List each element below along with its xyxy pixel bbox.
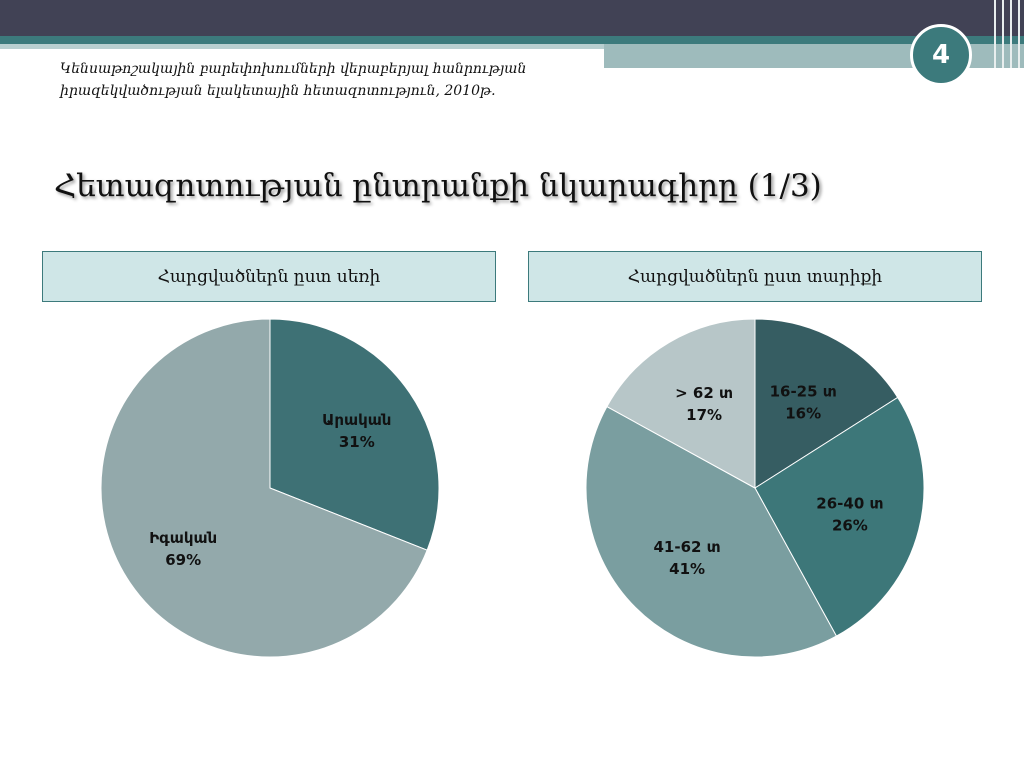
- gender-pie-chart: Արական 31% Իգական 69%: [100, 318, 440, 658]
- age-slice-label-2: 41-62 տ: [653, 538, 720, 556]
- age-slice-2: [585, 405, 838, 658]
- page-number: 4: [931, 40, 951, 70]
- age-pie-chart: 16-25 տ 16% 26-40 տ 26% 41-62 տ 41% > 62 տ 17%: [585, 318, 925, 658]
- age-slice-label-1: 26-40 տ: [816, 494, 883, 512]
- slide-title: Հետազոտության ընտրանքի նկարագիրը (1/3): [54, 168, 822, 204]
- age-slice-value-1: 26%: [832, 516, 868, 534]
- age-slice-value-0: 16%: [785, 404, 821, 422]
- gender-slice-1: [100, 318, 428, 658]
- age-slice-3: [606, 318, 756, 489]
- age-slice-1: [754, 396, 925, 637]
- accent-band: [0, 36, 1024, 44]
- age-slice-value-2: 41%: [669, 560, 705, 578]
- top-bar: [0, 0, 1024, 36]
- slide-subtitle: Կենսաթոշակային բարեփոխումների վերաբերյալ…: [60, 61, 527, 99]
- light-band: [0, 44, 604, 49]
- gender-slice-label-0: Արական: [322, 411, 391, 429]
- chart-title-gender: Հարցվածներն ըստ սեռի: [42, 251, 496, 302]
- age-slice-label-3: > 62 տ: [675, 384, 733, 402]
- gender-slice-label-1: Իգական: [149, 529, 217, 547]
- gender-slice-0: [269, 318, 440, 551]
- decor-stripes: [990, 0, 1024, 68]
- gender-slice-value-0: 31%: [339, 433, 375, 451]
- age-slice-label-0: 16-25 տ: [770, 382, 837, 400]
- page-number-badge: 4: [910, 24, 972, 86]
- gender-slice-value-1: 69%: [165, 551, 201, 569]
- age-slice-0: [754, 318, 899, 489]
- age-slice-value-3: 17%: [686, 406, 722, 424]
- chart-title-age: Հարցվածներն ըստ տարիքի: [528, 251, 982, 302]
